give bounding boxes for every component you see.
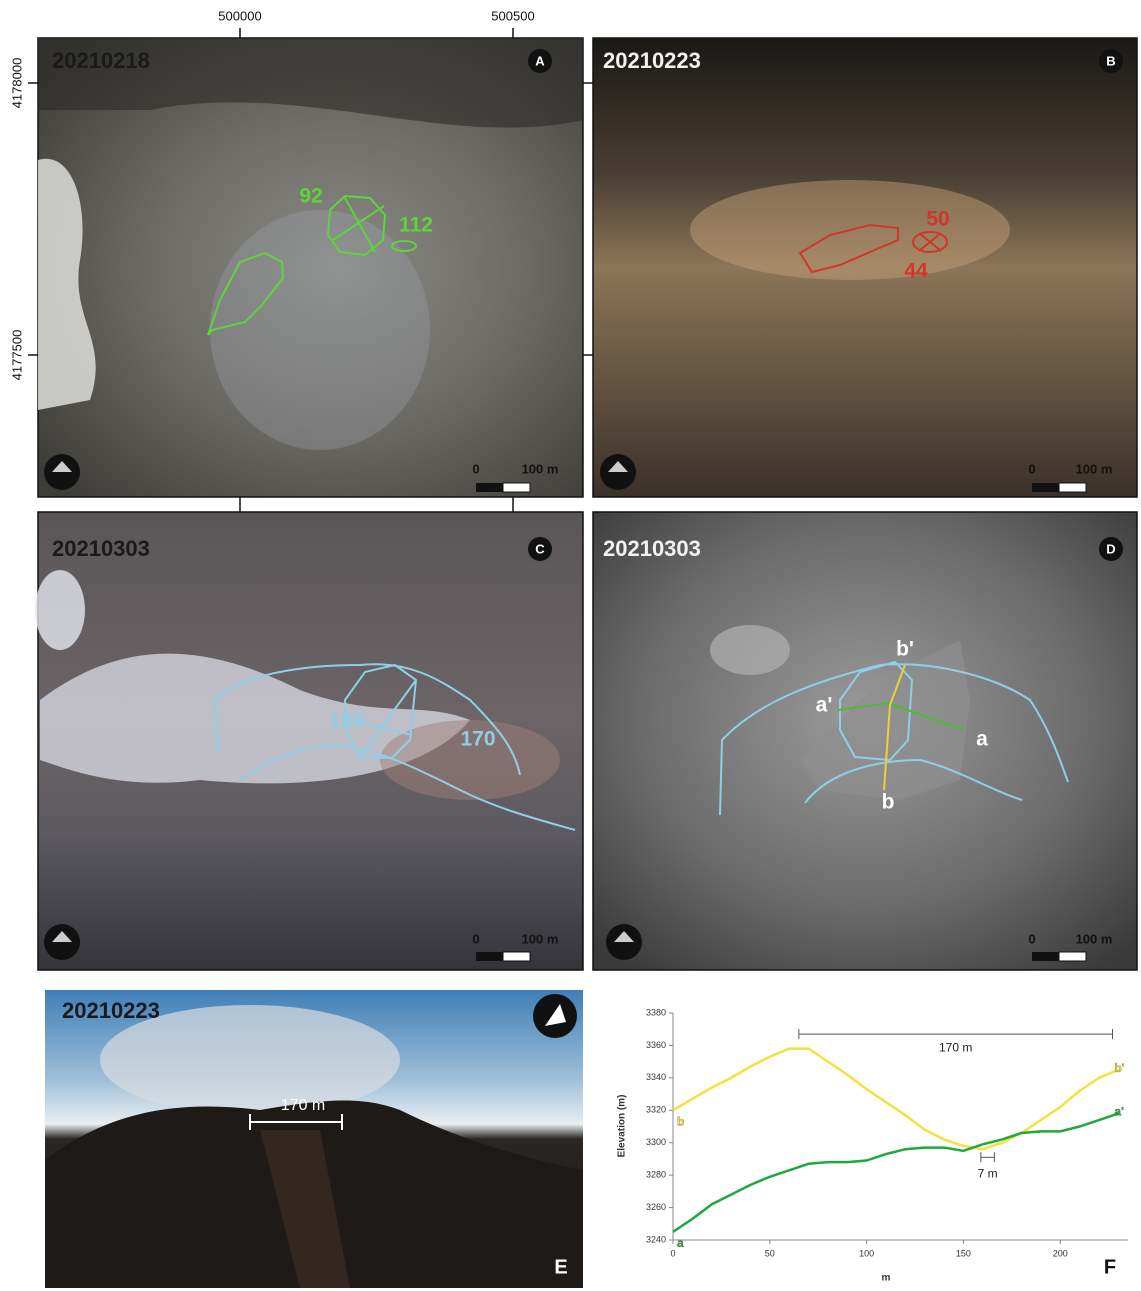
y-tick-label: 3380 — [646, 1007, 666, 1017]
scale-length: 100 m — [1076, 931, 1113, 946]
panel-date: 20210223 — [62, 998, 160, 1023]
annotation: 170 m — [939, 1040, 972, 1054]
y-axis-label: Elevation (m) — [617, 1095, 628, 1158]
series-start-label: b — [677, 1114, 684, 1128]
panel-date: 20210223 — [603, 48, 701, 73]
scale-length: 100 m — [522, 461, 559, 476]
distance-label: 170 m — [281, 1097, 325, 1114]
panel-letter: F — [1104, 1256, 1116, 1278]
scale-zero: 0 — [1028, 931, 1035, 946]
y-tick-label: 3240 — [646, 1234, 666, 1244]
x-tick-label: 200 — [1053, 1248, 1068, 1258]
panel-letter: C — [535, 541, 545, 556]
panel-letter: B — [1106, 53, 1115, 68]
profile-label: b — [882, 791, 895, 814]
panel-letter: D — [1106, 541, 1115, 556]
x-coordinate: 500000 — [218, 8, 261, 23]
x-tick-label: 50 — [765, 1248, 775, 1258]
profile-label: a — [976, 728, 988, 751]
panel-date: 20210303 — [52, 536, 150, 561]
panel-letter: E — [554, 1256, 567, 1278]
panel-f: F Elevation (m) m 3240 3260 3280 3300 3320 33… — [617, 1007, 1128, 1284]
scale-zero: 0 — [472, 931, 479, 946]
annotation: 7 m — [978, 1166, 998, 1180]
scale-zero: 0 — [472, 461, 479, 476]
feature-label: 170 — [460, 728, 495, 751]
feature-label: 44 — [904, 260, 928, 283]
series-end-label: b' — [1114, 1061, 1124, 1075]
panel-b: 50 44 20210223 B 0 100 m — [592, 37, 1138, 498]
panel-date: 20210303 — [603, 536, 701, 561]
coordinates: 500000 500500 4178000 4177500 — [9, 8, 593, 512]
y-tick-label: 3340 — [646, 1072, 666, 1082]
panel-d: b' a' a b 20210303 D 0 100 m — [592, 511, 1138, 971]
profile-label: b' — [896, 638, 914, 661]
panel-a: 92 112 20210218 A 0 100 m — [37, 37, 584, 498]
feature-label: 50 — [926, 208, 949, 231]
x-tick-label: 0 — [670, 1248, 675, 1258]
panel-c: 160 170 20210303 C 0 100 m — [35, 511, 584, 971]
x-tick-label: 150 — [956, 1248, 971, 1258]
x-axis-label: m — [882, 1273, 891, 1284]
scale-zero: 0 — [1028, 461, 1035, 476]
x-tick-label: 100 — [859, 1248, 874, 1258]
profile-label: a' — [816, 694, 833, 717]
scale-length: 100 m — [1076, 461, 1113, 476]
panel-letter: A — [535, 53, 545, 68]
y-tick-label: 3300 — [646, 1137, 666, 1147]
x-coordinate: 500500 — [491, 8, 534, 23]
y-coordinate: 4177500 — [9, 330, 24, 381]
profile-line — [672, 1112, 1119, 1233]
y-tick-label: 3260 — [646, 1202, 666, 1212]
panel-e: 170 m 20210223 E — [45, 990, 583, 1288]
y-tick-label: 3280 — [646, 1170, 666, 1180]
feature-label: 92 — [299, 185, 322, 208]
y-tick-label: 3320 — [646, 1105, 666, 1115]
series-end-label: a' — [1114, 1105, 1124, 1119]
series-start-label: a — [677, 1236, 684, 1250]
y-coordinate: 4178000 — [9, 58, 24, 109]
feature-label: 160 — [329, 710, 364, 733]
panel-date: 20210218 — [52, 48, 150, 73]
profile-line — [672, 1047, 1119, 1151]
y-tick-label: 3360 — [646, 1040, 666, 1050]
scale-length: 100 m — [522, 931, 559, 946]
feature-label: 112 — [399, 214, 433, 237]
